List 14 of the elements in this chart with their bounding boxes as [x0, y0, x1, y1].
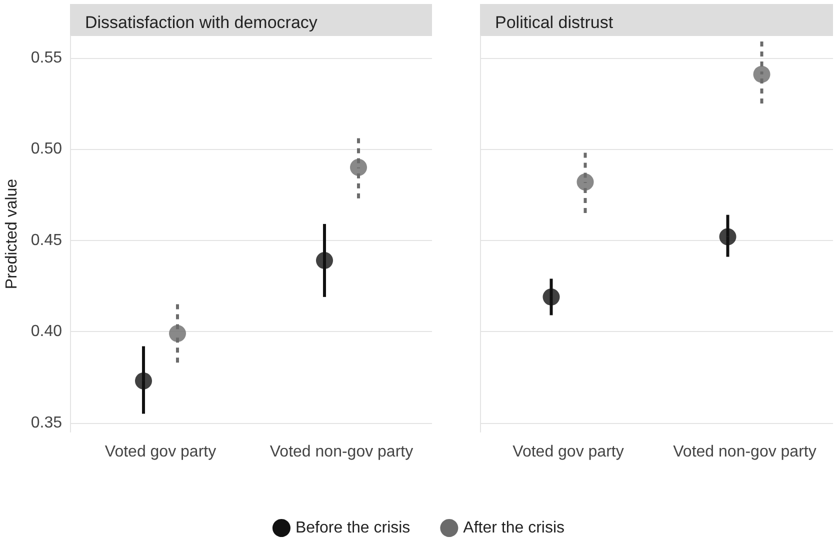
x-tick-label: Voted non-gov party: [673, 444, 816, 460]
x-tick-label: Voted gov party: [104, 444, 216, 460]
y-tick-label: 0.35: [30, 414, 62, 432]
chart-title: Political distrust: [495, 13, 614, 32]
y-tick-label: 0.40: [30, 323, 62, 340]
y-tick-label: 0.45: [30, 232, 62, 249]
y-axis-title: Predicted value: [4, 178, 20, 290]
chart-title: Dissatisfaction with democracy: [85, 13, 318, 32]
legend-label: After the crisis: [463, 520, 565, 536]
legend-label: Before the crisis: [295, 520, 410, 536]
y-tick-label: 0.50: [30, 140, 62, 158]
x-tick-label: Voted gov party: [512, 444, 624, 460]
x-tick-label: Voted non-gov party: [270, 444, 414, 460]
y-tick-label: 0.55: [30, 49, 62, 66]
